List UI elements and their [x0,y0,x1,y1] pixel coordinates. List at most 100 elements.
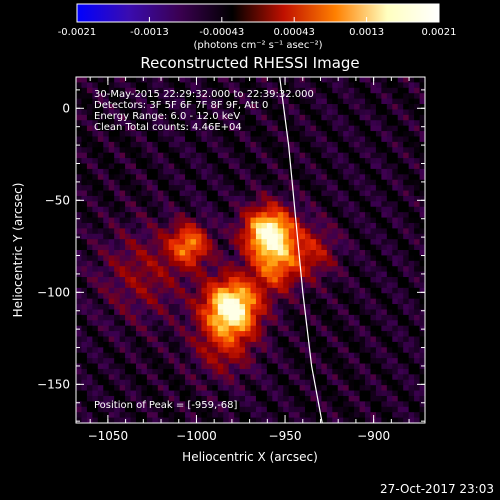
heatmap-cell [114,266,121,273]
heatmap-cell [239,363,246,370]
heatmap-cell [146,114,153,121]
heatmap-cell [217,222,224,229]
heatmap-cell [354,206,360,213]
heatmap-cell [315,395,322,402]
heatmap-cell [288,266,295,273]
heatmap-cell [168,104,175,110]
heatmap-cell [223,212,230,218]
heatmap-cell [381,120,388,127]
heatmap-cell [179,190,186,197]
heatmap-cell [354,331,360,337]
heatmap-cell [141,190,148,197]
heatmap-cell [92,379,99,386]
heatmap-cell [283,174,290,181]
colorbar-tick-label: 0.00043 [274,27,315,38]
heatmap-cell [103,395,110,402]
heatmap-cell [337,195,344,202]
heatmap-cell [195,363,202,370]
heatmap-cell [174,195,181,202]
heatmap-cell [408,82,415,89]
heatmap-cell [157,304,164,310]
heatmap-cell [261,309,268,316]
heatmap-cell [266,406,273,413]
heatmap-cell [174,217,181,224]
heatmap-cell [152,406,159,413]
heatmap-cell [185,304,191,310]
heatmap-cell [321,131,328,137]
heatmap-cell [272,336,279,343]
heatmap-cell [348,82,355,89]
heatmap-cell [228,331,235,337]
heatmap-cell [108,168,115,175]
heatmap-cell [414,271,420,278]
heatmap-cell [97,114,104,121]
heatmap-cell [212,158,219,164]
heatmap-cell [261,87,268,94]
heatmap-cell [168,233,175,240]
heatmap-cell [212,304,219,310]
heatmap-cell [157,374,164,381]
heatmap-cell [146,163,153,170]
heatmap-cell [76,163,82,170]
heatmap-cell [419,401,425,408]
heatmap-cell [343,412,350,418]
heatmap-cell [195,174,202,181]
heatmap-cell [337,222,344,229]
heatmap-cell [381,385,388,391]
heatmap-cell [157,293,164,300]
heatmap-cell [195,179,202,186]
heatmap-cell [135,222,142,229]
heatmap-cell [414,255,420,262]
heatmap-cell [135,277,142,283]
heatmap-cell [386,222,393,229]
heatmap-cell [381,104,388,110]
heatmap-cell [283,147,290,154]
heatmap-cell [403,120,410,127]
heatmap-cell [163,417,170,423]
heatmap-cell [185,228,191,235]
heatmap-cell [141,336,148,343]
heatmap-cell [354,158,360,164]
heatmap-cell [125,341,131,348]
heatmap-cell [305,352,311,359]
heatmap-cell [348,331,355,337]
heatmap-cell [146,395,153,402]
heatmap-cell [272,298,279,305]
heatmap-cell [272,320,279,327]
heatmap-cell [255,152,262,159]
heatmap-cell [201,271,208,278]
heatmap-cell [414,336,420,343]
heatmap-cell [321,368,328,375]
heatmap-cell [277,341,284,348]
heatmap-cell [288,77,295,83]
colorbar-tick-label: -0.00043 [199,27,244,38]
heatmap-cell [419,228,425,235]
heatmap-cell [179,233,186,240]
heatmap-cell [386,77,393,83]
heatmap-cell [310,266,317,273]
heatmap-cell [174,104,181,110]
heatmap-cell [174,141,181,148]
heatmap-cell [152,179,159,186]
heatmap-cell [419,147,425,154]
heatmap-cell [245,406,251,413]
heatmap-cell [277,217,284,224]
heatmap-cell [152,174,159,181]
heatmap-cell [381,201,388,208]
heatmap-cell [326,255,333,262]
heatmap-cell [119,282,126,289]
heatmap-cell [86,131,93,137]
heatmap-cell [168,395,175,402]
heatmap-cell [266,109,273,116]
heatmap-cell [125,141,131,148]
heatmap-cell [239,174,246,181]
heatmap-cell [343,190,350,197]
heatmap-cell [152,298,159,305]
heatmap-cell [343,385,350,391]
heatmap-cell [97,358,104,364]
heatmap-cell [125,401,131,408]
heatmap-cell [392,201,399,208]
heatmap-cell [332,368,339,375]
heatmap-cell [272,195,279,202]
heatmap-cell [397,114,404,121]
